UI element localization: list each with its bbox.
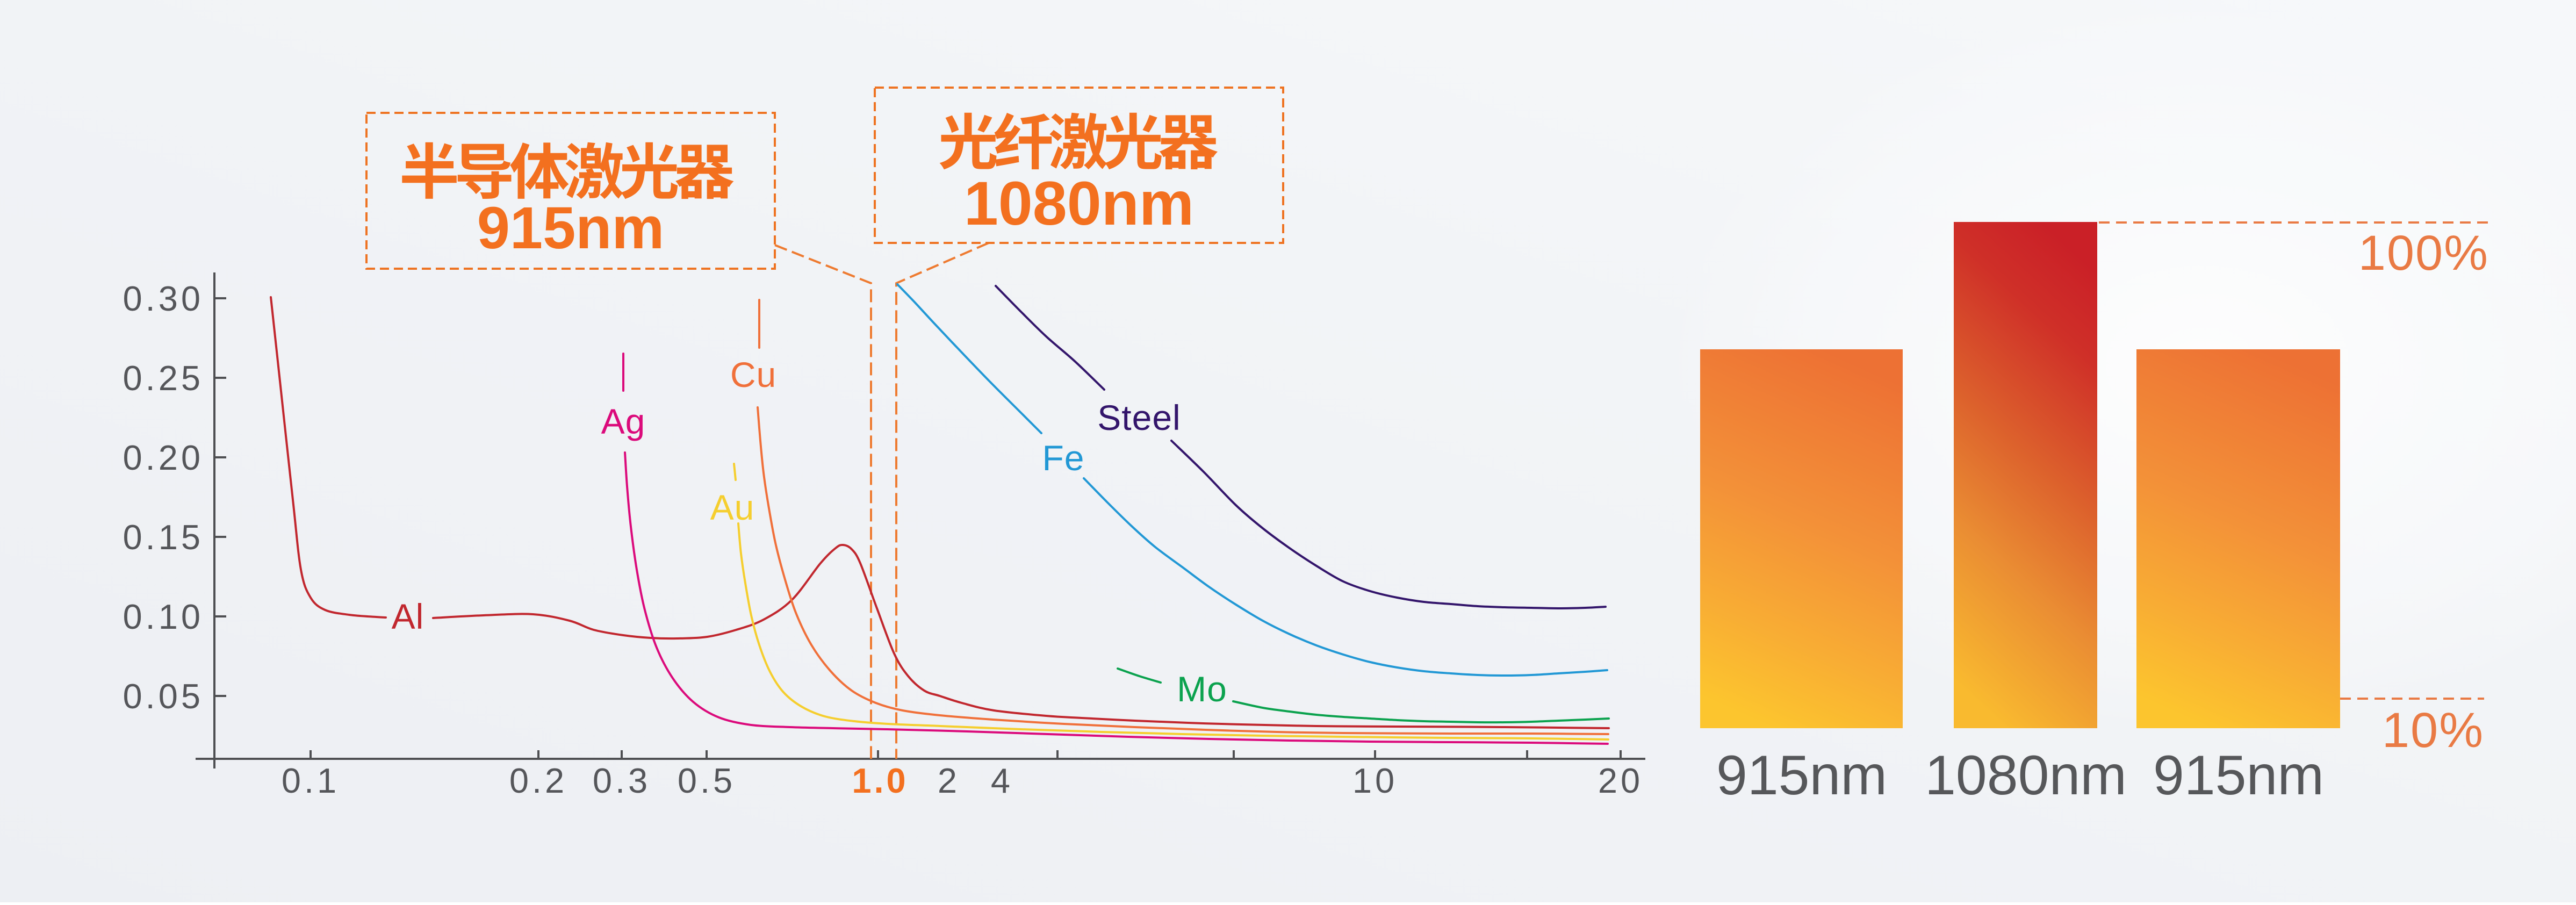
svg-text:10: 10 (1352, 761, 1398, 800)
svg-text:Steel: Steel (1097, 398, 1181, 437)
svg-text:Ag: Ag (601, 401, 646, 441)
svg-text:Cu: Cu (730, 355, 776, 394)
svg-text:1.0: 1.0 (852, 761, 908, 800)
svg-text:0.15: 0.15 (123, 518, 204, 557)
svg-text:1080nm: 1080nm (964, 169, 1194, 238)
svg-text:915nm: 915nm (477, 195, 665, 261)
svg-text:915nm: 915nm (1716, 744, 1887, 807)
svg-text:0.20: 0.20 (123, 438, 204, 477)
svg-text:0.30: 0.30 (123, 279, 204, 318)
svg-text:0.10: 0.10 (123, 597, 204, 636)
svg-text:0.25: 0.25 (123, 358, 204, 398)
svg-text:Au: Au (710, 487, 755, 527)
svg-text:4: 4 (991, 761, 1013, 800)
svg-text:0.2: 0.2 (509, 761, 567, 800)
svg-text:0.3: 0.3 (593, 761, 651, 800)
svg-text:0.1: 0.1 (282, 761, 340, 800)
svg-text:1080nm: 1080nm (1925, 744, 2127, 807)
svg-text:10%: 10% (2382, 703, 2484, 758)
svg-text:Al: Al (392, 597, 424, 636)
svg-text:20: 20 (1598, 761, 1643, 800)
svg-text:100%: 100% (2358, 226, 2489, 281)
svg-text:Fe: Fe (1042, 438, 1084, 478)
svg-text:Mo: Mo (1177, 669, 1227, 709)
svg-text:0.5: 0.5 (678, 761, 736, 800)
svg-text:2: 2 (938, 761, 960, 800)
svg-text:915nm: 915nm (2153, 744, 2324, 807)
svg-text:0.05: 0.05 (123, 677, 204, 716)
